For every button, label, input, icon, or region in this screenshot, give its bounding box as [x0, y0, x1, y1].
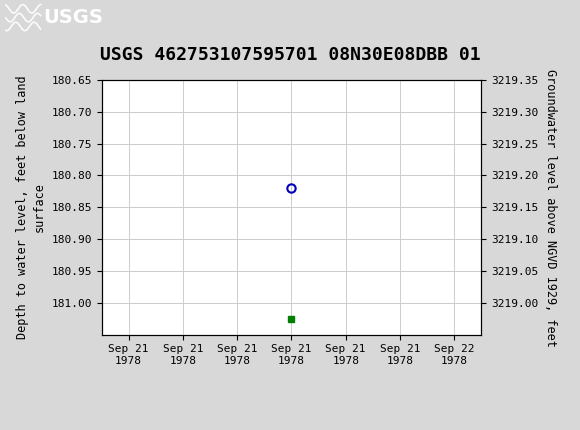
Text: USGS: USGS — [44, 8, 103, 27]
Y-axis label: Depth to water level, feet below land
surface: Depth to water level, feet below land su… — [16, 76, 46, 339]
Text: USGS 462753107595701 08N30E08DBB 01: USGS 462753107595701 08N30E08DBB 01 — [100, 46, 480, 64]
Y-axis label: Groundwater level above NGVD 1929, feet: Groundwater level above NGVD 1929, feet — [544, 68, 557, 347]
